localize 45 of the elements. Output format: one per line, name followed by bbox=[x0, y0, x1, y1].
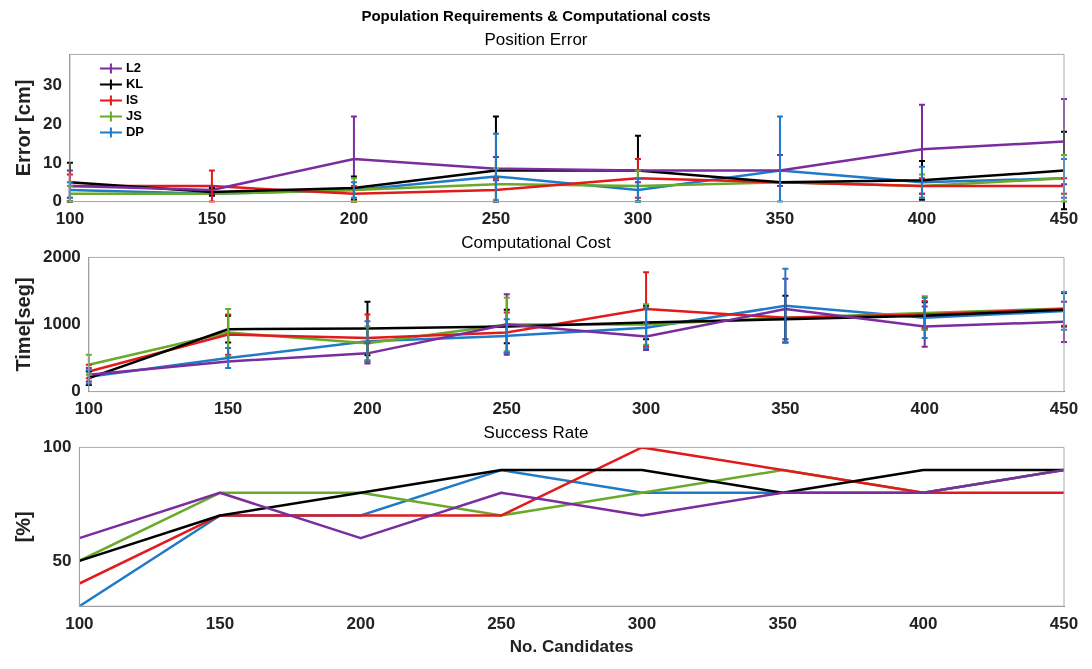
y-tick-label: 0 bbox=[52, 191, 62, 211]
x-tick-label: 400 bbox=[910, 399, 939, 419]
x-tick-label: 300 bbox=[631, 399, 661, 419]
chart-subtitle: Position Error bbox=[484, 29, 588, 49]
y-tick-label: 20 bbox=[42, 113, 62, 133]
x-tick-label: 200 bbox=[339, 209, 369, 229]
legend-label: KL bbox=[125, 75, 144, 91]
x-tick-label: 300 bbox=[627, 614, 657, 634]
x-tick-label: 450 bbox=[1049, 614, 1079, 634]
chart-title: Population Requirements & Computational costs bbox=[361, 7, 711, 25]
x-tick-label: 300 bbox=[623, 209, 653, 229]
y-axis-title: Error [cm] bbox=[11, 79, 34, 177]
x-tick-label: 150 bbox=[197, 209, 227, 229]
chart-subtitle: Success Rate bbox=[483, 422, 589, 442]
legend-label: JS bbox=[125, 107, 143, 123]
x-tick-label: 400 bbox=[909, 614, 938, 634]
x-tick-label: 350 bbox=[768, 614, 797, 634]
y-tick-label: 100 bbox=[42, 437, 72, 457]
y-tick-label: 50 bbox=[52, 550, 72, 570]
y-tick-label: 30 bbox=[42, 75, 62, 95]
x-tick-label: 250 bbox=[492, 399, 521, 419]
chart-subtitle: Computational Cost bbox=[461, 232, 611, 252]
x-tick-label: 400 bbox=[907, 209, 937, 229]
x-tick-label: 200 bbox=[353, 399, 382, 419]
x-tick-label: 250 bbox=[481, 209, 511, 229]
y-tick-label: 2000 bbox=[42, 247, 81, 267]
x-tick-label: 100 bbox=[74, 399, 104, 419]
y-axis-title: Time[seg] bbox=[11, 277, 34, 372]
x-tick-label: 100 bbox=[65, 614, 94, 634]
x-tick-label: 350 bbox=[765, 209, 795, 229]
legend-label: IS bbox=[125, 91, 139, 107]
x-tick-label: 250 bbox=[487, 614, 516, 634]
y-tick-label: 1000 bbox=[42, 314, 81, 334]
y-axis-title: [%] bbox=[11, 511, 34, 543]
legend-label: DP bbox=[125, 123, 145, 139]
x-tick-label: 150 bbox=[213, 399, 243, 419]
legend-label: L2 bbox=[125, 59, 142, 75]
x-axis-title: No. Candidates bbox=[509, 637, 634, 657]
x-tick-label: 200 bbox=[346, 614, 375, 634]
y-tick-label: 0 bbox=[71, 381, 81, 401]
x-tick-label: 150 bbox=[205, 614, 235, 634]
x-tick-label: 450 bbox=[1049, 209, 1079, 229]
x-tick-label: 350 bbox=[771, 399, 800, 419]
y-tick-label: 10 bbox=[42, 152, 62, 172]
x-tick-label: 450 bbox=[1049, 399, 1079, 419]
